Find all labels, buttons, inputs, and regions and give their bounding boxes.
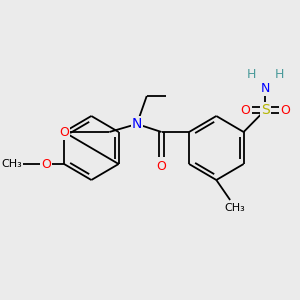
Text: H: H <box>247 68 256 82</box>
Text: O: O <box>59 125 69 139</box>
Text: CH₃: CH₃ <box>2 159 22 169</box>
Text: H: H <box>274 68 284 82</box>
Text: O: O <box>241 103 250 116</box>
Text: O: O <box>41 158 51 170</box>
Text: N: N <box>132 117 142 131</box>
Text: CH₃: CH₃ <box>225 203 245 213</box>
Text: O: O <box>157 160 166 173</box>
Text: S: S <box>261 103 270 117</box>
Text: N: N <box>261 82 270 94</box>
Text: O: O <box>280 103 290 116</box>
